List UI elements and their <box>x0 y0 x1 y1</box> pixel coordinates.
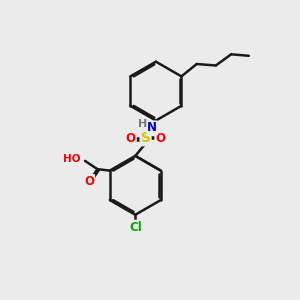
Text: Cl: Cl <box>129 220 142 234</box>
Text: O: O <box>155 132 165 145</box>
Text: HO: HO <box>63 154 81 164</box>
Text: O: O <box>126 132 136 145</box>
Text: S: S <box>141 131 151 145</box>
Text: O: O <box>84 175 94 188</box>
Text: N: N <box>147 122 157 134</box>
Text: H: H <box>138 119 147 129</box>
